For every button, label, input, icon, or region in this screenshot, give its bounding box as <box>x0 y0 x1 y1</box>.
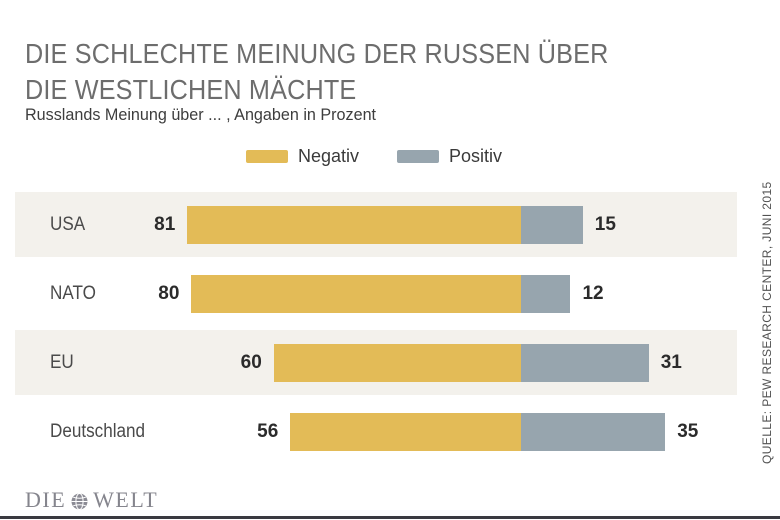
legend-item-positiv: Positiv <box>397 146 502 167</box>
chart-row: Deutschland 56 35 <box>0 397 780 466</box>
chart-row: EU 60 31 <box>0 328 780 397</box>
positive-bar <box>521 343 649 382</box>
chart-row: USA 81 15 <box>0 190 780 259</box>
category-label: Deutschland <box>50 420 146 442</box>
negative-bar <box>273 343 521 382</box>
footer-rule <box>0 516 780 519</box>
negative-value-label: 81 <box>154 213 176 235</box>
title-line-2: DIE WESTLICHEN MÄCHTE <box>25 74 357 105</box>
negative-bar <box>290 412 521 451</box>
page-title: DIE SCHLECHTE MEINUNG DER RUSSEN ÜBER DI… <box>25 36 609 108</box>
chart-subtitle: Russlands Meinung über ... , Angaben in … <box>25 105 377 124</box>
category-label: USA <box>50 213 86 235</box>
die-welt-logo: DIE WELT <box>25 487 158 513</box>
negative-value-label: 80 <box>158 282 180 304</box>
category-label: NATO <box>50 282 96 304</box>
positive-bar <box>521 412 666 451</box>
logo-text-die: DIE <box>25 487 67 512</box>
category-label: EU <box>50 351 74 373</box>
legend-item-negativ: Negativ <box>245 146 359 167</box>
positiv-swatch-icon <box>397 150 439 163</box>
positive-value-label: 15 <box>594 213 616 235</box>
negativ-swatch-icon <box>245 150 288 163</box>
positive-value-label: 31 <box>660 351 682 373</box>
negative-bar <box>191 274 521 313</box>
legend-label: Positiv <box>449 146 503 166</box>
globe-icon <box>71 492 88 510</box>
title-line-1: DIE SCHLECHTE MEINUNG DER RUSSEN ÜBER <box>25 38 609 69</box>
negative-value-label: 60 <box>240 351 262 373</box>
positive-bar <box>521 205 583 244</box>
diverging-bar-chart: USA 81 15 NATO 80 12 EU 60 31 Deutschlan… <box>0 190 780 466</box>
negative-bar <box>187 205 521 244</box>
positive-value-label: 12 <box>582 282 604 304</box>
chart-row: NATO 80 12 <box>0 259 780 328</box>
legend-label: Negativ <box>297 146 359 166</box>
chart-legend: Negativ Positiv <box>0 146 748 167</box>
logo-text-welt: WELT <box>93 487 159 512</box>
positive-bar <box>521 274 571 313</box>
positive-value-label: 35 <box>677 420 699 442</box>
negative-value-label: 56 <box>257 420 279 442</box>
source-credit: QUELLE: PEW RESEARCH CENTER, JUNI 2015 <box>760 181 774 464</box>
